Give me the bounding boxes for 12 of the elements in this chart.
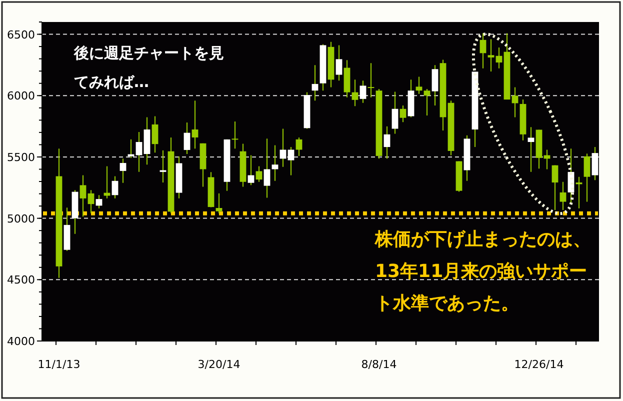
x-tick-label: 11/1/13 — [38, 358, 80, 371]
y-tick-label: 5000 — [7, 212, 35, 226]
y-tick-label: 6000 — [7, 90, 35, 103]
x-tick-label: 12/26/14 — [514, 358, 564, 371]
annotation: 後に週足チャートを見てみれば… — [73, 44, 224, 91]
y-tick-label: 6500 — [7, 28, 35, 42]
x-tick-label: 8/8/14 — [361, 358, 397, 371]
y-tick-label: 4500 — [7, 274, 35, 287]
annotation: 株価が下げ止まったのは、13年11月来の強いサポート水準であった。 — [374, 229, 591, 314]
y-tick-label: 5500 — [7, 150, 35, 164]
x-tick-label: 3/20/14 — [198, 358, 240, 371]
y-tick-label: 4000 — [7, 335, 35, 348]
